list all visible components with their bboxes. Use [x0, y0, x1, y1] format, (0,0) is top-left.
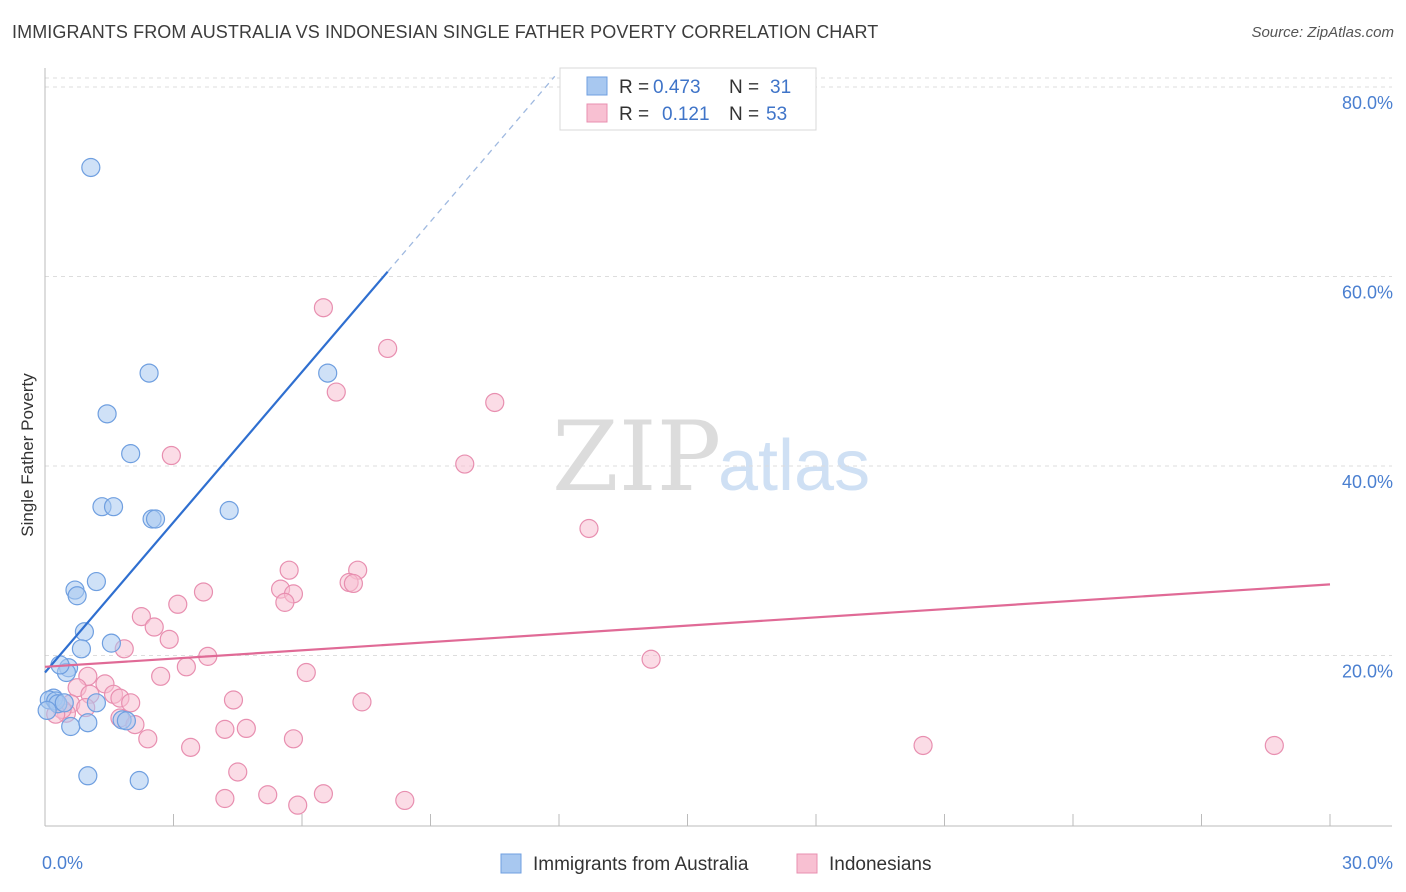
indonesians-point-47: [913, 735, 933, 756]
australia-point-30: [78, 766, 98, 786]
gridlines: [45, 77, 1392, 656]
indonesians-point-1: [378, 338, 398, 359]
indonesians-point-21: [176, 657, 196, 677]
australia-point-0: [81, 157, 101, 178]
indonesians-trend-line: [44, 583, 1331, 668]
x-tick-label-1: 30.0%: [1342, 853, 1393, 873]
indonesians-point-40: [215, 719, 235, 739]
indonesians-point-0: [313, 298, 334, 318]
australia-point-15: [101, 633, 121, 653]
australia-point-9: [318, 363, 338, 383]
indonesians-point-48: [1264, 735, 1284, 756]
indonesians-point-42: [138, 729, 158, 749]
legend-r-value-1: 0.473: [653, 77, 701, 98]
legend-n-value-2: 53: [766, 104, 787, 125]
australia-point-3: [121, 444, 141, 464]
series-indonesians-points: [46, 298, 1284, 815]
indonesians-point-43: [283, 729, 304, 749]
correlation-legend: R = 0.473 N = 31 R = 0.121 N = 53: [559, 67, 817, 131]
indonesians-point-22: [151, 666, 171, 686]
australia-point-10: [86, 571, 107, 592]
indonesians-point-45: [228, 762, 248, 782]
x-tick-label-0: 0.0%: [42, 853, 83, 873]
legend-swatch-bottom-indonesians: [796, 853, 818, 874]
indonesians-point-53: [395, 790, 415, 811]
indonesians-point-17: [144, 617, 164, 637]
trend-lines: [44, 75, 1331, 674]
legend-r-label-1: R =: [619, 77, 649, 98]
chart-title: IMMIGRANTS FROM AUSTRALIA VS INDONESIAN …: [12, 22, 879, 42]
indonesians-point-41: [236, 718, 256, 739]
indonesians-point-6: [579, 518, 599, 539]
australia-point-25: [61, 716, 81, 737]
source-credit: Source: ZipAtlas.com: [1251, 24, 1394, 41]
australia-point-24: [54, 693, 74, 713]
australia-point-1: [139, 363, 159, 383]
indonesians-point-14: [168, 594, 188, 614]
legend-r-value-2: 0.121: [662, 104, 710, 125]
indonesians-point-23: [296, 662, 316, 683]
indonesians-point-18: [159, 629, 179, 649]
australia-trend-line: [44, 270, 389, 674]
watermark-zip: ZIP: [552, 401, 721, 513]
indonesians-point-52: [313, 784, 334, 804]
indonesians-point-50: [258, 785, 278, 805]
australia-point-12: [67, 586, 87, 606]
indonesians-point-9: [343, 573, 363, 594]
series-legend: Immigrants from Australia Indonesians: [500, 853, 931, 875]
australia-point-7: [145, 509, 166, 529]
indonesians-point-16: [131, 607, 151, 627]
y-tick-labels: 20.0% 40.0% 60.0% 80.0%: [1342, 93, 1393, 682]
y-tick-label-1: 40.0%: [1342, 472, 1393, 492]
watermark: ZIP atlas: [552, 401, 870, 513]
australia-point-14: [71, 639, 92, 659]
indonesians-point-15: [275, 592, 295, 612]
australia-point-5: [103, 497, 124, 517]
y-tick-label-2: 60.0%: [1342, 282, 1393, 302]
indonesians-point-46: [641, 649, 661, 669]
x-tick-labels: 0.0% 30.0%: [42, 853, 1393, 873]
indonesians-point-13: [193, 582, 214, 602]
legend-swatch-bottom-australia: [500, 853, 522, 874]
australia-point-31: [129, 770, 149, 791]
indonesians-point-2: [326, 382, 346, 402]
indonesians-point-10: [279, 560, 299, 580]
indonesians-point-4: [161, 445, 181, 466]
legend-n-value-1: 31: [770, 77, 791, 98]
australia-point-23: [37, 700, 57, 721]
indonesians-point-30: [121, 693, 141, 713]
australia-point-2: [97, 404, 117, 424]
legend-r-label-2: R =: [619, 104, 649, 125]
legend-label-australia: Immigrants from Australia: [533, 854, 749, 875]
indonesians-point-44: [181, 737, 201, 757]
y-axis-label: Single Father Poverty: [18, 373, 37, 537]
indonesians-point-31: [223, 690, 244, 710]
legend-swatch-indonesians: [586, 103, 608, 123]
australia-point-29: [116, 711, 136, 731]
indonesians-point-3: [485, 392, 505, 413]
legend-label-indonesians: Indonesians: [829, 854, 931, 875]
australia-point-27: [78, 713, 98, 733]
australia-trend-extension: [387, 75, 556, 273]
indonesians-point-5: [455, 454, 475, 474]
legend-n-label-2: N =: [729, 104, 759, 125]
y-tick-label-0: 20.0%: [1342, 661, 1393, 681]
australia-point-8: [219, 500, 239, 521]
y-tick-label-3: 80.0%: [1342, 93, 1393, 113]
australia-point-26: [86, 693, 107, 713]
legend-swatch-australia: [586, 76, 608, 96]
indonesians-point-49: [215, 788, 235, 809]
indonesians-point-51: [288, 795, 308, 815]
legend-n-label-1: N =: [729, 77, 759, 98]
indonesians-point-32: [352, 692, 372, 712]
